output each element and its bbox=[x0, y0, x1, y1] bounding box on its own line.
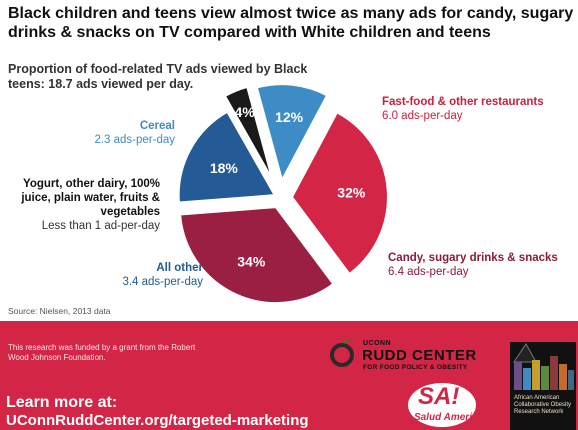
legend-cereal-detail: 2.3 ads-per-day bbox=[94, 134, 175, 146]
pie-slice-cereal bbox=[255, 83, 329, 183]
pie-slice-fast-food-other-restaurants bbox=[290, 110, 389, 276]
source-note: Source: Nielsen, 2013 data bbox=[8, 306, 111, 316]
legend-yogurt-detail: Less than 1 ad-per-day bbox=[41, 220, 160, 232]
legend-fast-food: Fast-food & other restaurants 6.0 ads-pe… bbox=[382, 95, 544, 123]
salud-america-name: Salud America! bbox=[414, 412, 487, 423]
chart-subtitle: Proportion of food-related TV ads viewed… bbox=[8, 62, 308, 91]
legend-yogurt-title: Yogurt, other dairy, 100% juice, plain w… bbox=[21, 178, 160, 218]
legend-candy: Candy, sugary drinks & snacks 6.4 ads-pe… bbox=[388, 251, 558, 279]
rudd-center-tagline: FOR FOOD POLICY & OBESITY bbox=[363, 364, 468, 371]
apple-logo-icon bbox=[330, 339, 354, 367]
rudd-center-logo: RUDD CENTER bbox=[362, 347, 477, 364]
legend-candy-title: Candy, sugary drinks & snacks bbox=[388, 252, 558, 264]
uconn-text: UCONN bbox=[363, 340, 392, 347]
footer-banner: This research was funded by a grant from… bbox=[0, 321, 578, 430]
salud-america-mark: SA! bbox=[418, 383, 460, 410]
pie-label-34pct: 34% bbox=[237, 253, 266, 269]
pie-chart: 32% 34% 18% 4% 12% bbox=[177, 83, 389, 305]
funding-note: This research was funded by a grant from… bbox=[8, 343, 196, 362]
pie-label-4pct: 4% bbox=[234, 104, 255, 120]
learn-more-link[interactable]: UConnRuddCenter.org/targeted-marketing bbox=[6, 412, 309, 429]
legend-all-other-detail: 3.4 ads-per-day bbox=[122, 276, 203, 288]
legend-cereal-title: Cereal bbox=[139, 120, 175, 132]
pie-slice-yogurt-other-dairy-100-juice-plain-water-fruits-vegetables bbox=[223, 85, 274, 181]
legend-all-other: All other 3.4 ads-per-day bbox=[40, 261, 203, 289]
legend-yogurt: Yogurt, other dairy, 100% juice, plain w… bbox=[6, 177, 160, 233]
learn-more-heading: Learn more at: bbox=[6, 394, 118, 411]
legend-candy-detail: 6.4 ads-per-day bbox=[388, 266, 469, 278]
aacorn-logo: African American Collaborative Obesity R… bbox=[510, 342, 576, 430]
legend-cereal: Cereal 2.3 ads-per-day bbox=[20, 119, 175, 147]
pie-label-12pct: 12% bbox=[275, 109, 304, 125]
pie-slice-candy-sugary-drinks-snacks bbox=[179, 206, 335, 305]
pie-label-18pct: 18% bbox=[210, 160, 239, 176]
legend-fast-food-title: Fast-food & other restaurants bbox=[382, 96, 544, 108]
aacorn-name: African American Collaborative Obesity R… bbox=[514, 395, 572, 415]
pie-label-32pct: 32% bbox=[337, 185, 366, 201]
salud-america-logo: SA! Salud America! bbox=[408, 383, 490, 430]
legend-fast-food-detail: 6.0 ads-per-day bbox=[382, 110, 463, 122]
pie-slice-all-other bbox=[177, 110, 277, 204]
headline: Black children and teens view almost twi… bbox=[8, 5, 574, 41]
legend-all-other-title: All other bbox=[156, 262, 203, 274]
